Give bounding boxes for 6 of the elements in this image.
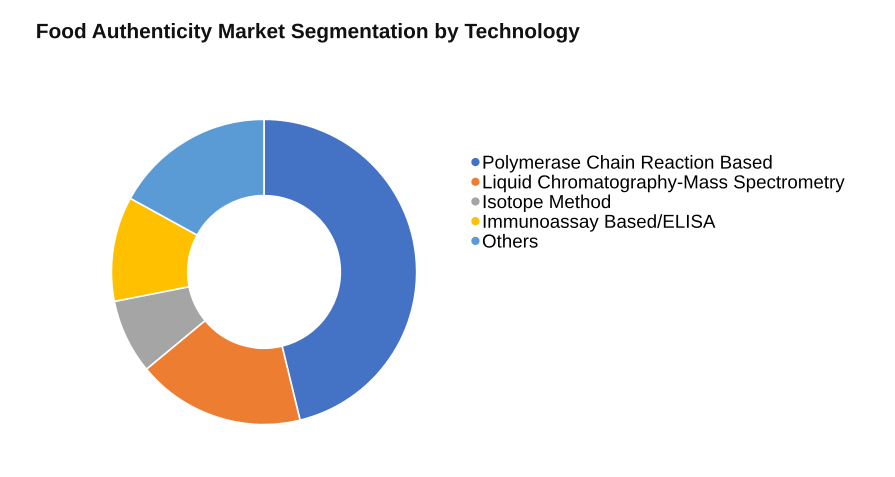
legend-label: Others <box>482 234 538 248</box>
legend-label: Isotope Method <box>484 194 610 212</box>
legend-label: Polymerase Chain Reaction Based <box>484 155 772 172</box>
legend-label: Liquid Chromatography-Mass Spectrometry <box>484 174 845 192</box>
chart-title: Food Authenticity Market Segmentation by Technology <box>37 23 580 43</box>
legend-label: Immunoassay Based/ELISA <box>484 214 716 232</box>
